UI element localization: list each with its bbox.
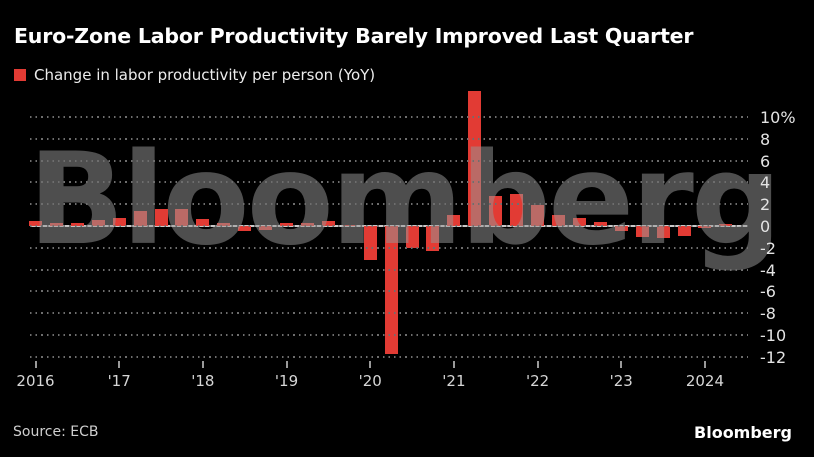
bar-2016-q2: [49, 223, 63, 226]
bar-2017-q2: [133, 210, 147, 226]
y-tick-label: -12: [760, 347, 787, 367]
gridline--8: [30, 312, 748, 315]
bar-2020-q2: [384, 226, 398, 354]
bar-2021-q1: [447, 214, 461, 226]
bar-2020-q4: [426, 226, 440, 252]
bar-2016-q1: [29, 220, 42, 226]
x-tick-19: [285, 361, 288, 368]
bar-2022-q3: [572, 218, 586, 226]
x-tick-2016: [34, 361, 37, 368]
x-tick-label: '23: [609, 372, 633, 390]
y-tick-label: 4: [760, 173, 771, 193]
gridline-8: [30, 137, 748, 140]
x-tick-label: '17: [107, 372, 131, 390]
x-tick-22: [536, 361, 539, 368]
x-tick-label: '19: [274, 372, 299, 390]
chart-title: Euro-Zone Labor Productivity Barely Impr…: [14, 24, 694, 48]
x-tick-17: [118, 361, 121, 368]
bar-2022-q2: [552, 215, 565, 226]
bar-2021-q4: [510, 193, 524, 226]
gridline-0: [30, 225, 748, 227]
gridline--12: [30, 355, 748, 358]
x-tick-label: '20: [358, 372, 382, 390]
gridline-2: [30, 203, 748, 206]
bar-2016-q3: [70, 222, 84, 226]
bar-2018-q2: [217, 223, 231, 226]
bar-2018-q4: [259, 226, 273, 231]
bloomberg-logo: Bloomberg: [694, 423, 792, 442]
bar-2018-q3: [238, 226, 252, 231]
gridline--10: [30, 334, 748, 336]
bar-2016-q4: [91, 220, 105, 226]
bar-2017-q4: [175, 208, 189, 226]
bar-2019-q3: [321, 221, 335, 226]
y-tick-label: -4: [760, 260, 776, 280]
gridline-4: [30, 181, 748, 184]
gridline--4: [30, 268, 748, 271]
x-tick-2024: [703, 361, 706, 368]
bar-2017-q3: [154, 209, 168, 226]
x-tick-20: [369, 361, 372, 368]
y-tick-label: 8: [760, 129, 771, 149]
y-tick-label: 10%: [760, 108, 796, 127]
x-tick-21: [452, 361, 455, 368]
bar-2024-q2: [719, 223, 733, 226]
bar-2019-q1: [280, 222, 294, 226]
bar-2020-q1: [363, 226, 377, 260]
y-tick-label: 0: [760, 217, 771, 236]
bar-2020-q3: [405, 226, 419, 248]
bar-2022-q1: [531, 204, 545, 226]
y-tick-label: 2: [760, 195, 771, 215]
x-tick-label: '18: [191, 372, 215, 390]
x-tick-23: [620, 361, 623, 368]
legend-swatch-icon: [14, 69, 26, 81]
gridline-6: [30, 159, 748, 162]
y-tick-label: -10: [760, 326, 787, 345]
legend-label: Change in labor productivity per person …: [34, 66, 376, 84]
bar-2017-q1: [112, 217, 126, 226]
y-tick-label: -6: [760, 282, 776, 302]
bar-2021-q3: [489, 196, 503, 226]
gridline--2: [30, 246, 748, 249]
bar-2023-q4: [677, 226, 691, 236]
gridline-10%: [30, 116, 748, 118]
bar-2021-q2: [468, 90, 482, 226]
bar-2023-q1: [614, 226, 628, 232]
legend: Change in labor productivity per person …: [14, 66, 375, 84]
x-tick-label: 2016: [16, 372, 55, 390]
bar-2023-q2: [635, 226, 649, 238]
x-tick-label: '22: [525, 372, 550, 390]
x-tick-label: '21: [442, 372, 466, 390]
y-tick-label: -8: [760, 304, 776, 324]
bar-2023-q3: [656, 226, 670, 238]
bar-2022-q4: [593, 222, 607, 226]
x-tick-label: 2024: [685, 372, 725, 390]
source-note: Source: ECB: [13, 424, 99, 440]
bar-2024-q1: [698, 226, 712, 229]
x-tick-18: [201, 361, 204, 368]
gridline--6: [30, 290, 748, 293]
y-tick-label: 6: [760, 151, 771, 171]
y-tick-label: -2: [760, 238, 776, 258]
bar-2019-q2: [300, 223, 314, 226]
bar-2018-q1: [196, 219, 210, 226]
